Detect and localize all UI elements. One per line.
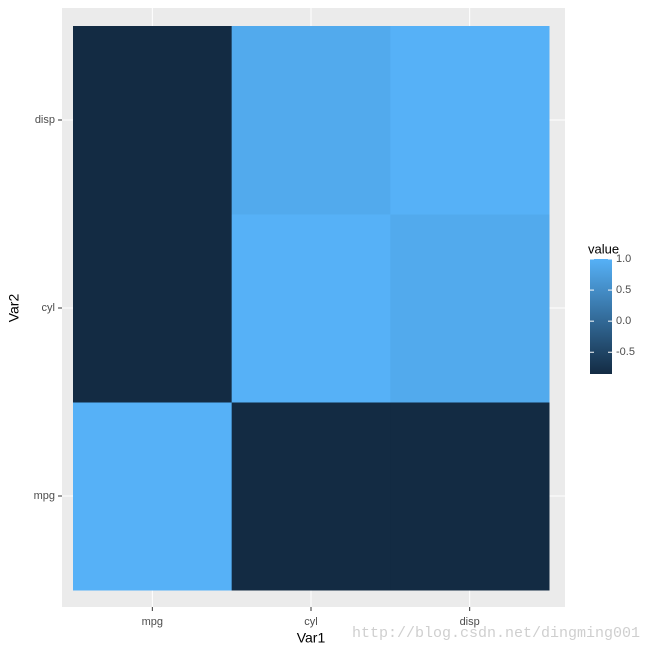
- heatmap-cell: [231, 214, 391, 403]
- x-tick-label: disp: [460, 616, 480, 628]
- y-tick-label: mpg: [34, 490, 55, 502]
- legend-title: value: [588, 241, 619, 256]
- watermark: http://blog.csdn.net/dingming001: [352, 625, 640, 642]
- heatmap-cell: [73, 402, 233, 591]
- heatmap-cell: [390, 402, 550, 591]
- colorbar-tick-label: 1.0: [616, 253, 631, 265]
- plot-area: [62, 8, 565, 607]
- heatmap-cell: [73, 26, 233, 215]
- x-tick-label: cyl: [304, 616, 317, 628]
- colorbar-tick-label: -0.5: [616, 346, 635, 358]
- heatmap-cell: [73, 214, 233, 403]
- y-tick-label: cyl: [42, 302, 55, 314]
- x-axis-title: Var1: [297, 630, 326, 646]
- y-axis-title: Var2: [6, 294, 22, 323]
- colorbar-tick-label: 0.5: [616, 284, 631, 296]
- heatmap-cell: [231, 26, 391, 215]
- x-tick-label: mpg: [142, 616, 163, 628]
- colorbar-tick-label: 0.0: [616, 315, 631, 327]
- y-tick-label: disp: [35, 114, 55, 126]
- heatmap-cell: [231, 402, 391, 591]
- colorbar: [590, 259, 612, 374]
- heatmap-cell: [390, 26, 550, 215]
- heatmap-cell: [390, 214, 550, 403]
